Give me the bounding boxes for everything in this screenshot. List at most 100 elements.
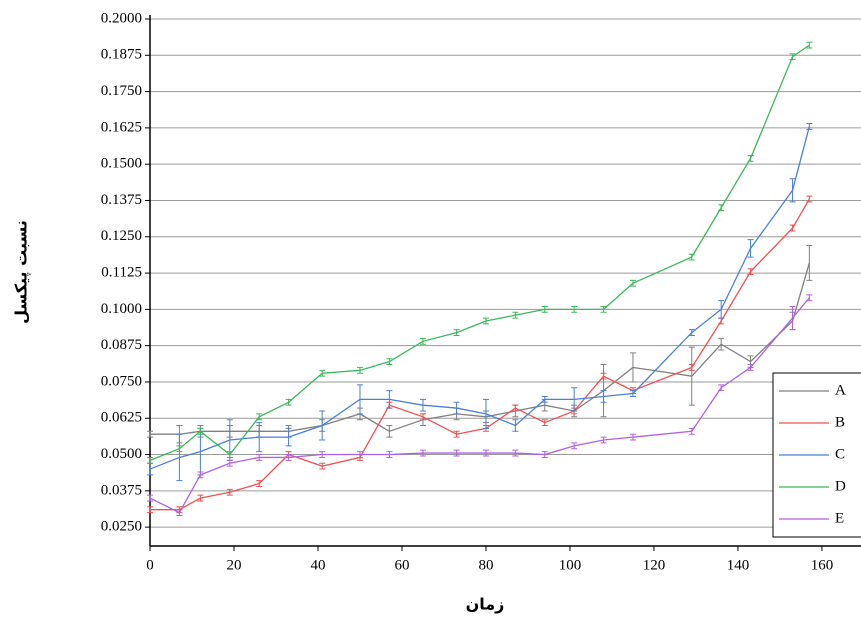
error-bar xyxy=(571,442,578,450)
y-tick-label: 0.1125 xyxy=(101,265,142,281)
x-tick-label: 160 xyxy=(811,557,834,573)
error-bar xyxy=(482,398,489,429)
y-tick-label: 0.0625 xyxy=(101,410,142,426)
y-tick-label: 0.0500 xyxy=(101,446,142,462)
error-bar xyxy=(512,419,519,432)
y-tick-label: 0.1625 xyxy=(101,119,142,135)
x-axis-title: زمان xyxy=(466,595,505,614)
error-bar xyxy=(285,398,292,406)
error-bar xyxy=(789,305,796,331)
error-bar xyxy=(688,364,695,371)
error-bar xyxy=(541,419,548,427)
error-bar xyxy=(226,488,233,496)
error-bar xyxy=(600,436,607,444)
error-bar xyxy=(419,337,426,345)
error-bar xyxy=(197,427,204,435)
x-tick-label: 60 xyxy=(394,557,409,573)
legend-label: E xyxy=(835,510,844,526)
error-bar xyxy=(285,427,292,447)
error-bar xyxy=(747,239,754,258)
error-bar xyxy=(147,506,153,514)
error-bar xyxy=(688,427,695,435)
y-tick-label: 0.1000 xyxy=(101,301,142,317)
x-tick-label: 140 xyxy=(727,557,750,573)
y-tick-label: 0.1875 xyxy=(101,47,142,63)
y-tick-label: 0.2000 xyxy=(101,10,142,26)
error-bar xyxy=(541,305,548,313)
error-bar xyxy=(629,433,636,441)
error-bar xyxy=(453,401,460,415)
error-bar xyxy=(419,413,426,421)
error-bar xyxy=(147,430,153,438)
legend-label: D xyxy=(835,478,846,494)
error-bar xyxy=(806,294,813,302)
legend-label: C xyxy=(835,446,845,462)
error-bar xyxy=(386,425,393,438)
error-bar xyxy=(453,329,460,336)
error-bar xyxy=(789,178,796,203)
legend-label: B xyxy=(835,414,845,430)
error-bar xyxy=(256,480,263,487)
error-bar xyxy=(147,456,153,464)
error-bar xyxy=(688,329,695,336)
y-tick-label: 0.1750 xyxy=(101,83,142,99)
error-bar xyxy=(571,305,578,313)
series-line xyxy=(149,126,810,470)
error-bar xyxy=(718,317,725,325)
x-tick-label: 20 xyxy=(226,557,241,573)
series-line xyxy=(150,198,810,511)
error-bar xyxy=(512,404,519,412)
error-bar xyxy=(629,279,636,287)
error-bar xyxy=(285,454,292,461)
error-bar xyxy=(176,509,183,517)
error-bar xyxy=(176,445,183,453)
x-tick-label: 100 xyxy=(559,557,582,573)
error-bar xyxy=(541,451,548,458)
error-bar xyxy=(356,451,363,458)
error-bar xyxy=(386,358,393,366)
error-bar xyxy=(629,352,636,383)
x-tick-label: 0 xyxy=(146,557,154,573)
error-bar xyxy=(256,413,263,421)
error-bar xyxy=(600,390,607,403)
x-tick-label: 80 xyxy=(478,557,493,573)
error-bar xyxy=(600,305,607,313)
error-bar xyxy=(197,471,204,479)
error-bar xyxy=(176,433,183,482)
error-bar xyxy=(256,454,263,461)
error-bar xyxy=(688,346,695,406)
error-bar xyxy=(747,364,754,371)
error-bar xyxy=(806,123,813,130)
error-bar xyxy=(256,422,263,453)
series-line xyxy=(149,44,810,461)
error-bar xyxy=(453,430,460,438)
y-tick-label: 0.0875 xyxy=(101,337,142,353)
y-tick-label: 0.1500 xyxy=(101,156,142,172)
error-bar xyxy=(718,384,725,392)
error-bar xyxy=(319,410,326,441)
y-tick-label: 0.1250 xyxy=(101,228,142,244)
error-bar xyxy=(453,449,460,457)
error-bar xyxy=(541,395,548,403)
error-bar xyxy=(482,449,489,457)
error-bar xyxy=(747,154,754,162)
error-bar xyxy=(806,195,813,203)
y-tick-label: 0.0250 xyxy=(101,519,142,535)
error-bar xyxy=(147,494,153,502)
error-bar xyxy=(747,268,754,276)
error-bar xyxy=(356,366,363,374)
error-bar xyxy=(386,451,393,458)
y-axis-title: نسبت پیکسل xyxy=(12,220,32,324)
y-tick-label: 0.0750 xyxy=(101,373,142,389)
error-bar xyxy=(419,398,426,412)
error-bar xyxy=(806,41,813,49)
series-line xyxy=(149,297,810,514)
error-bar xyxy=(806,244,813,281)
error-bar xyxy=(147,462,153,476)
error-bar xyxy=(319,451,326,458)
error-bar xyxy=(482,317,489,325)
error-bar xyxy=(319,369,326,377)
error-bar xyxy=(600,372,607,380)
